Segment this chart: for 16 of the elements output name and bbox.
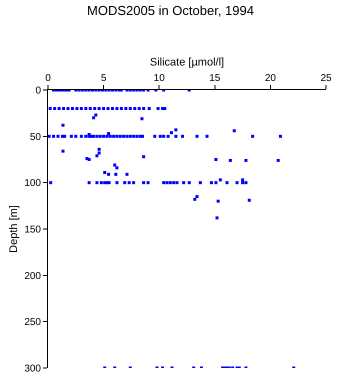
chart-title: MODS2005 in October, 1994 xyxy=(87,2,254,18)
x-axis-title: Silicate [µmol/l] xyxy=(150,56,224,69)
x-tick-label: 5 xyxy=(100,73,107,84)
y-tick-label: 150 xyxy=(24,224,42,236)
y-tick-label: 100 xyxy=(24,178,42,190)
x-tick-label: 0 xyxy=(45,73,52,84)
y-tick-label: 250 xyxy=(24,317,42,328)
x-tick-label: 25 xyxy=(320,73,332,84)
y-tick-label: 0 xyxy=(35,86,42,96)
x-tick-label: 15 xyxy=(209,73,221,84)
y-tick-label: 300 xyxy=(24,364,42,374)
y-axis-title: Depth [m] xyxy=(8,205,20,253)
x-tick-label: 20 xyxy=(264,73,276,84)
x-tick-label: 10 xyxy=(154,73,166,84)
y-tick-label: 50 xyxy=(30,132,42,143)
y-tick-label: 200 xyxy=(24,270,42,282)
